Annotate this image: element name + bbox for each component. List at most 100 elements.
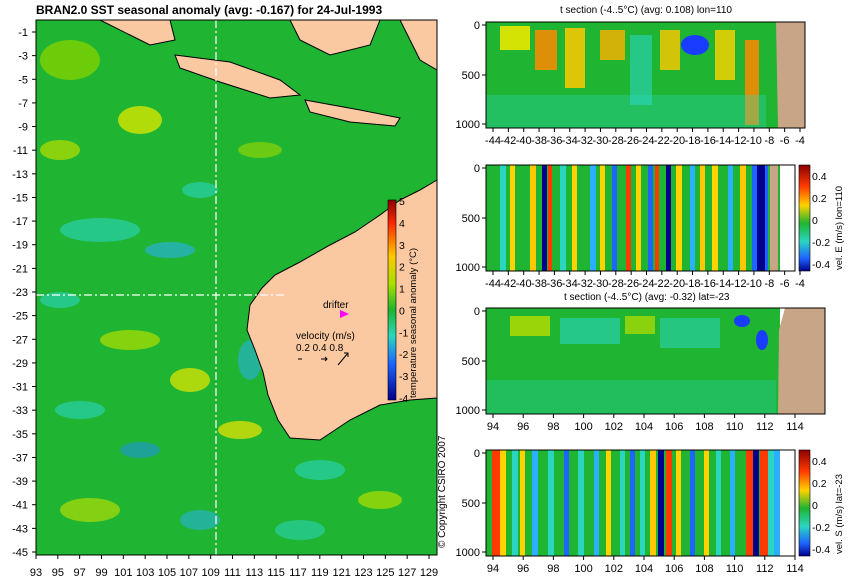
- velocity-stripe: [690, 165, 695, 271]
- x-tick-label: -6: [780, 135, 790, 147]
- velocity-stripe: [760, 450, 768, 556]
- velocity-stripe: [716, 450, 721, 556]
- lat-tick-label: -1: [18, 27, 28, 39]
- panel4-y-ticks: 0 500 1000: [456, 448, 486, 559]
- panel2-colorbar: [798, 164, 811, 272]
- x-tick-label: 100: [574, 421, 592, 433]
- velocity-stripe: [600, 165, 605, 271]
- panel2-y-ticks: 0 500 1000: [456, 163, 486, 274]
- velocity-stripe: [606, 450, 611, 556]
- x-tick-label: -22: [654, 278, 670, 290]
- x-tick-label: 114: [786, 563, 804, 575]
- colorbar-tick-label: -0.4: [812, 259, 830, 271]
- velocity-stripe: [658, 450, 664, 556]
- x-tick-label: -24: [639, 278, 655, 290]
- colorbar-tick-label: 0: [812, 500, 818, 512]
- velocity-stripe: [594, 450, 599, 556]
- panel4-velocity-stripes: [492, 450, 780, 556]
- x-tick-label: -34: [562, 135, 578, 147]
- velocity-stripe: [492, 450, 500, 556]
- colorbar-tick-label: 2: [399, 262, 405, 274]
- panel1-land: [776, 22, 805, 128]
- lat-tick-label: -3: [18, 51, 28, 63]
- lon-tick-label: 103: [136, 567, 154, 579]
- velocity-legend-values: 0.2 0.4 0.8: [296, 343, 344, 354]
- lat-tick-label: -15: [12, 192, 28, 204]
- lon-tick-label: 111: [224, 567, 241, 579]
- colorbar-tick-label: 0.4: [812, 171, 827, 183]
- lon-tick-label: 113: [246, 567, 264, 579]
- x-tick-label: 106: [665, 421, 683, 433]
- velocity-stripe: [560, 165, 566, 271]
- velocity-stripe: [548, 450, 554, 556]
- velocity-stripe: [676, 450, 681, 556]
- land-java: [174, 54, 302, 99]
- x-tick-label: -36: [546, 278, 562, 290]
- velocity-stripe: [636, 165, 641, 271]
- lat-tick-label: -43: [12, 523, 28, 535]
- depth-tick-label: 0: [474, 306, 480, 318]
- depth-tick-label: 500: [462, 213, 480, 225]
- velocity-stripe: [620, 450, 625, 556]
- x-tick-label: -8: [764, 135, 774, 147]
- lon-tick-label: 125: [376, 567, 394, 579]
- panel4-colorbar-label: vel. S (m/s) lat=-23: [834, 474, 845, 554]
- colorbar-tick-label: -0.2: [812, 522, 830, 534]
- velocity-stripe: [690, 450, 695, 556]
- lon-tick-label: 117: [289, 567, 307, 579]
- lon-tick-label: 121: [332, 567, 350, 579]
- x-tick-label: 106: [665, 563, 683, 575]
- x-tick-label: -6: [780, 278, 790, 290]
- panel2-colorbar-ticks: 0.4 0.2 0 -0.2 -0.4: [812, 171, 830, 271]
- lat-tick-label: -37: [12, 452, 28, 464]
- depth-tick-label: 1000: [456, 119, 480, 131]
- x-tick-label: -10: [746, 278, 762, 290]
- x-tick-label: -4: [795, 278, 805, 290]
- drifter-marker: [340, 310, 349, 318]
- x-tick-label: 104: [635, 421, 653, 433]
- depth-tick-label: 1000: [456, 262, 480, 274]
- map-colorbar-label: temperature seasonal anomaly (°C): [408, 247, 419, 398]
- x-tick-label: 110: [726, 421, 744, 433]
- x-tick-label: 98: [547, 421, 559, 433]
- x-tick-label: -32: [577, 135, 593, 147]
- lon-tick-labels: 93 95 97 99 101 103 105 107 109 111 113 115 117 119 12…: [30, 555, 438, 579]
- depth-tick-label: 500: [462, 356, 480, 368]
- depth-tick-label: 0: [474, 163, 480, 175]
- x-tick-label: -38: [531, 278, 547, 290]
- lat-tick-label: -31: [12, 382, 28, 394]
- x-tick-label: -34: [562, 278, 578, 290]
- x-tick-label: 100: [574, 563, 592, 575]
- velocity-stripe: [730, 450, 735, 556]
- velocity-stripe: [757, 165, 765, 271]
- colorbar-tick-label: 0: [399, 305, 405, 317]
- panel-t-section-lat: 0 500 1000 94 96 98 100 102 104 106 108 110 112 114: [456, 306, 826, 433]
- colorbar-tick-label: 4: [399, 218, 405, 230]
- panel4-colorbar-ticks: 0.4 0.2 0 -0.2 -0.4: [812, 456, 830, 556]
- lon-tick-label: 105: [158, 567, 176, 579]
- x-tick-label: -42: [500, 135, 516, 147]
- map-colorbar: [387, 199, 397, 401]
- velocity-stripe: [542, 165, 547, 271]
- colorbar-tick-label: 0: [812, 215, 818, 227]
- x-tick-label: 114: [786, 421, 804, 433]
- depth-tick-label: 0: [474, 20, 480, 32]
- lon-tick-label: 109: [201, 567, 219, 579]
- lat-tick-label: -23: [12, 287, 28, 299]
- x-tick-label: 110: [726, 563, 744, 575]
- velocity-stripe: [774, 450, 780, 556]
- velocity-stripe: [510, 165, 515, 271]
- sst-map: -1-3-5-7-9-11-13-15-17-19-21-23-25-27-29…: [12, 19, 438, 579]
- colorbar-tick-label: -4: [399, 393, 408, 405]
- lat-tick-label: -5: [18, 74, 28, 86]
- x-tick-label: -28: [608, 278, 624, 290]
- lat-tick-label: -41: [12, 500, 28, 512]
- anomaly-patches: [40, 40, 402, 540]
- panel2-colorbar-label: vel. E (m/s) lon=110: [834, 185, 845, 270]
- land-lesser-sunda: [304, 99, 401, 127]
- panel4-x-ticks: 94 96 98 100 102 104 106 108 110 112 114: [487, 556, 804, 575]
- colorbar-tick-label: -2: [399, 349, 408, 361]
- velocity-stripe: [500, 165, 506, 271]
